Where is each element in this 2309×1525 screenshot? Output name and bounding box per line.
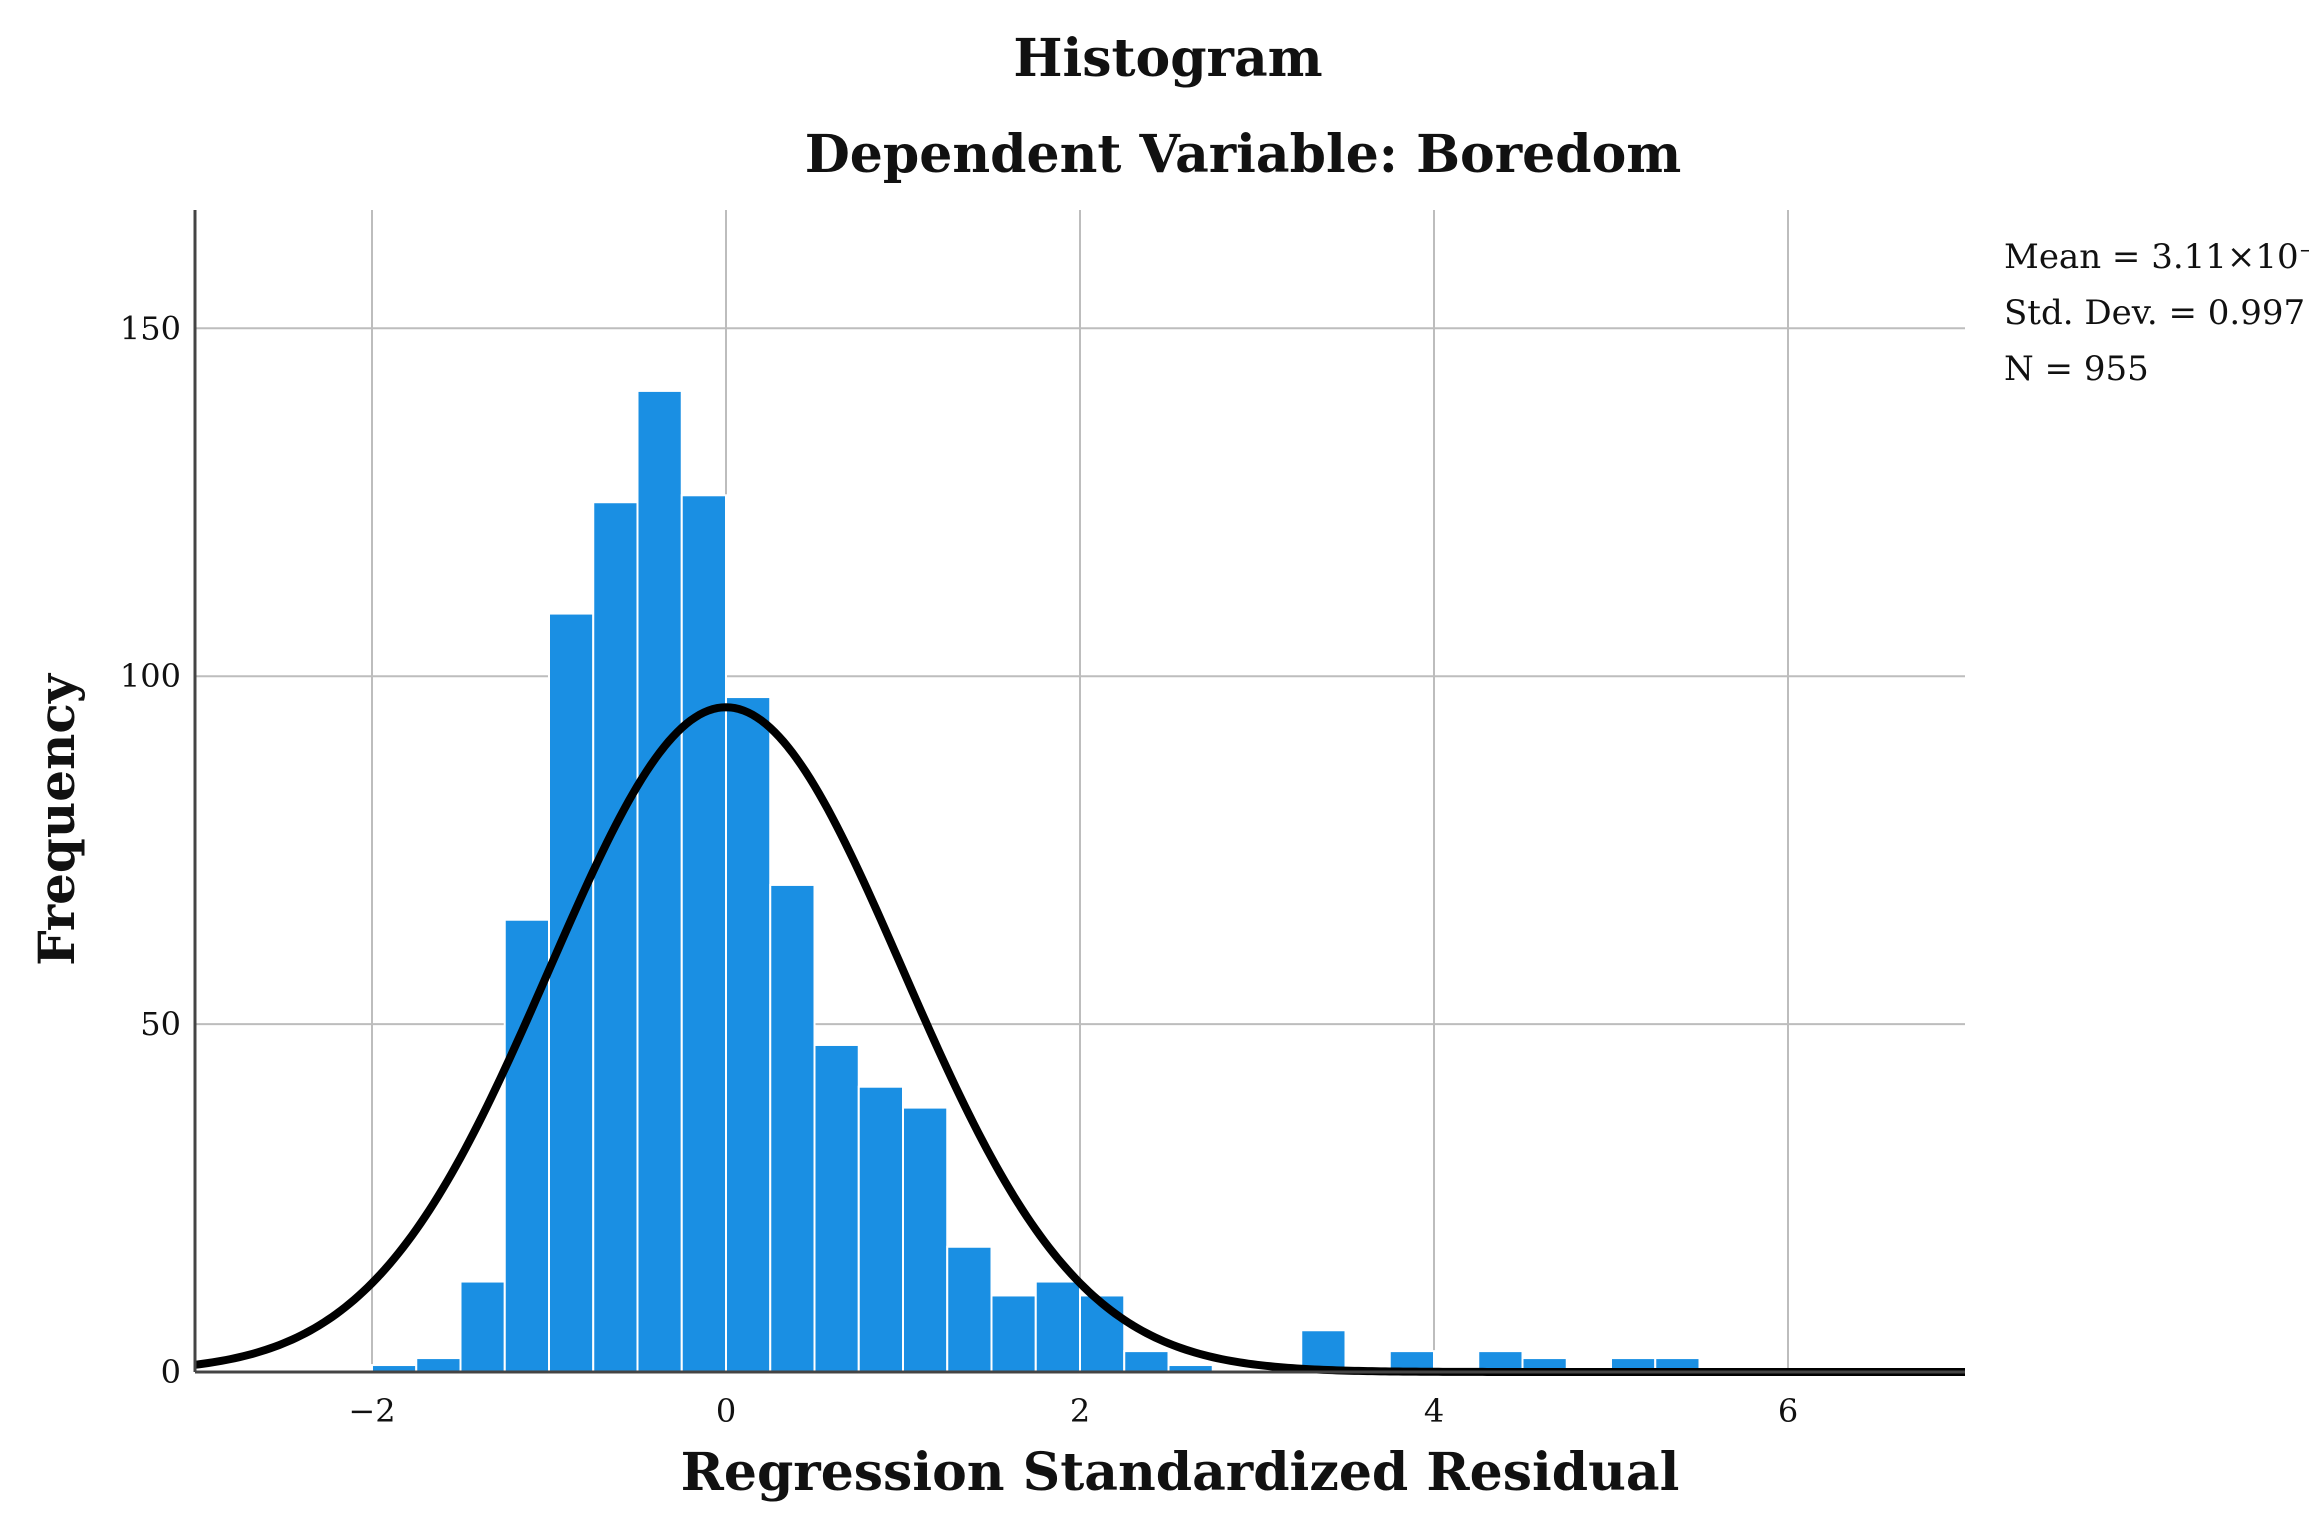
tick-labels: −2 0 2 4 6 0 50 100 150 xyxy=(120,309,1798,1430)
histogram-bar-4 xyxy=(548,612,595,1373)
axes xyxy=(193,210,1965,1374)
histogram-bar-8 xyxy=(725,696,772,1373)
histogram-bar-7 xyxy=(680,494,727,1373)
grid-lines xyxy=(195,210,1965,1372)
stats-box: Mean = 3.11×10⁻¹⁵ Std. Dev. = 0.997 N = … xyxy=(2004,237,2309,389)
histogram-bar-17 xyxy=(1123,1350,1170,1373)
chart-title: Histogram xyxy=(1013,28,1322,89)
x-tick-label-3: 4 xyxy=(1424,1392,1444,1430)
x-tick-label-0: −2 xyxy=(348,1392,395,1430)
x-axis-label: Regression Standardized Residual xyxy=(681,1442,1680,1503)
stats-n: N = 955 xyxy=(2004,349,2149,389)
histogram-bar-15 xyxy=(1034,1280,1081,1374)
y-axis-label: Frequency xyxy=(27,672,86,966)
y-tick-label-0: 0 xyxy=(161,1353,181,1391)
histogram-bar-5 xyxy=(592,501,639,1374)
histogram-bar-9 xyxy=(769,883,816,1373)
x-tick-label-1: 0 xyxy=(716,1392,736,1430)
y-tick-label-3: 150 xyxy=(120,309,181,347)
histogram-bar-6 xyxy=(636,389,683,1374)
stats-std-dev: Std. Dev. = 0.997 xyxy=(2004,293,2305,333)
x-tick-label-2: 2 xyxy=(1070,1392,1090,1430)
x-tick-label-4: 6 xyxy=(1778,1392,1798,1430)
stats-mean: Mean = 3.11×10⁻¹⁵ xyxy=(2004,237,2309,277)
histogram-bar-2 xyxy=(459,1280,506,1374)
histogram-bar-13 xyxy=(946,1245,993,1374)
y-tick-label-1: 50 xyxy=(140,1005,181,1043)
histogram-bar-11 xyxy=(857,1085,904,1373)
histogram-bar-19 xyxy=(1300,1329,1347,1373)
histogram-bar-1 xyxy=(415,1357,462,1374)
chart-subtitle: Dependent Variable: Boredom xyxy=(805,124,1682,185)
histogram-bar-10 xyxy=(813,1043,860,1374)
y-tick-label-2: 100 xyxy=(120,657,181,695)
histogram-bar-14 xyxy=(990,1294,1037,1373)
histogram-bar-12 xyxy=(902,1106,949,1373)
